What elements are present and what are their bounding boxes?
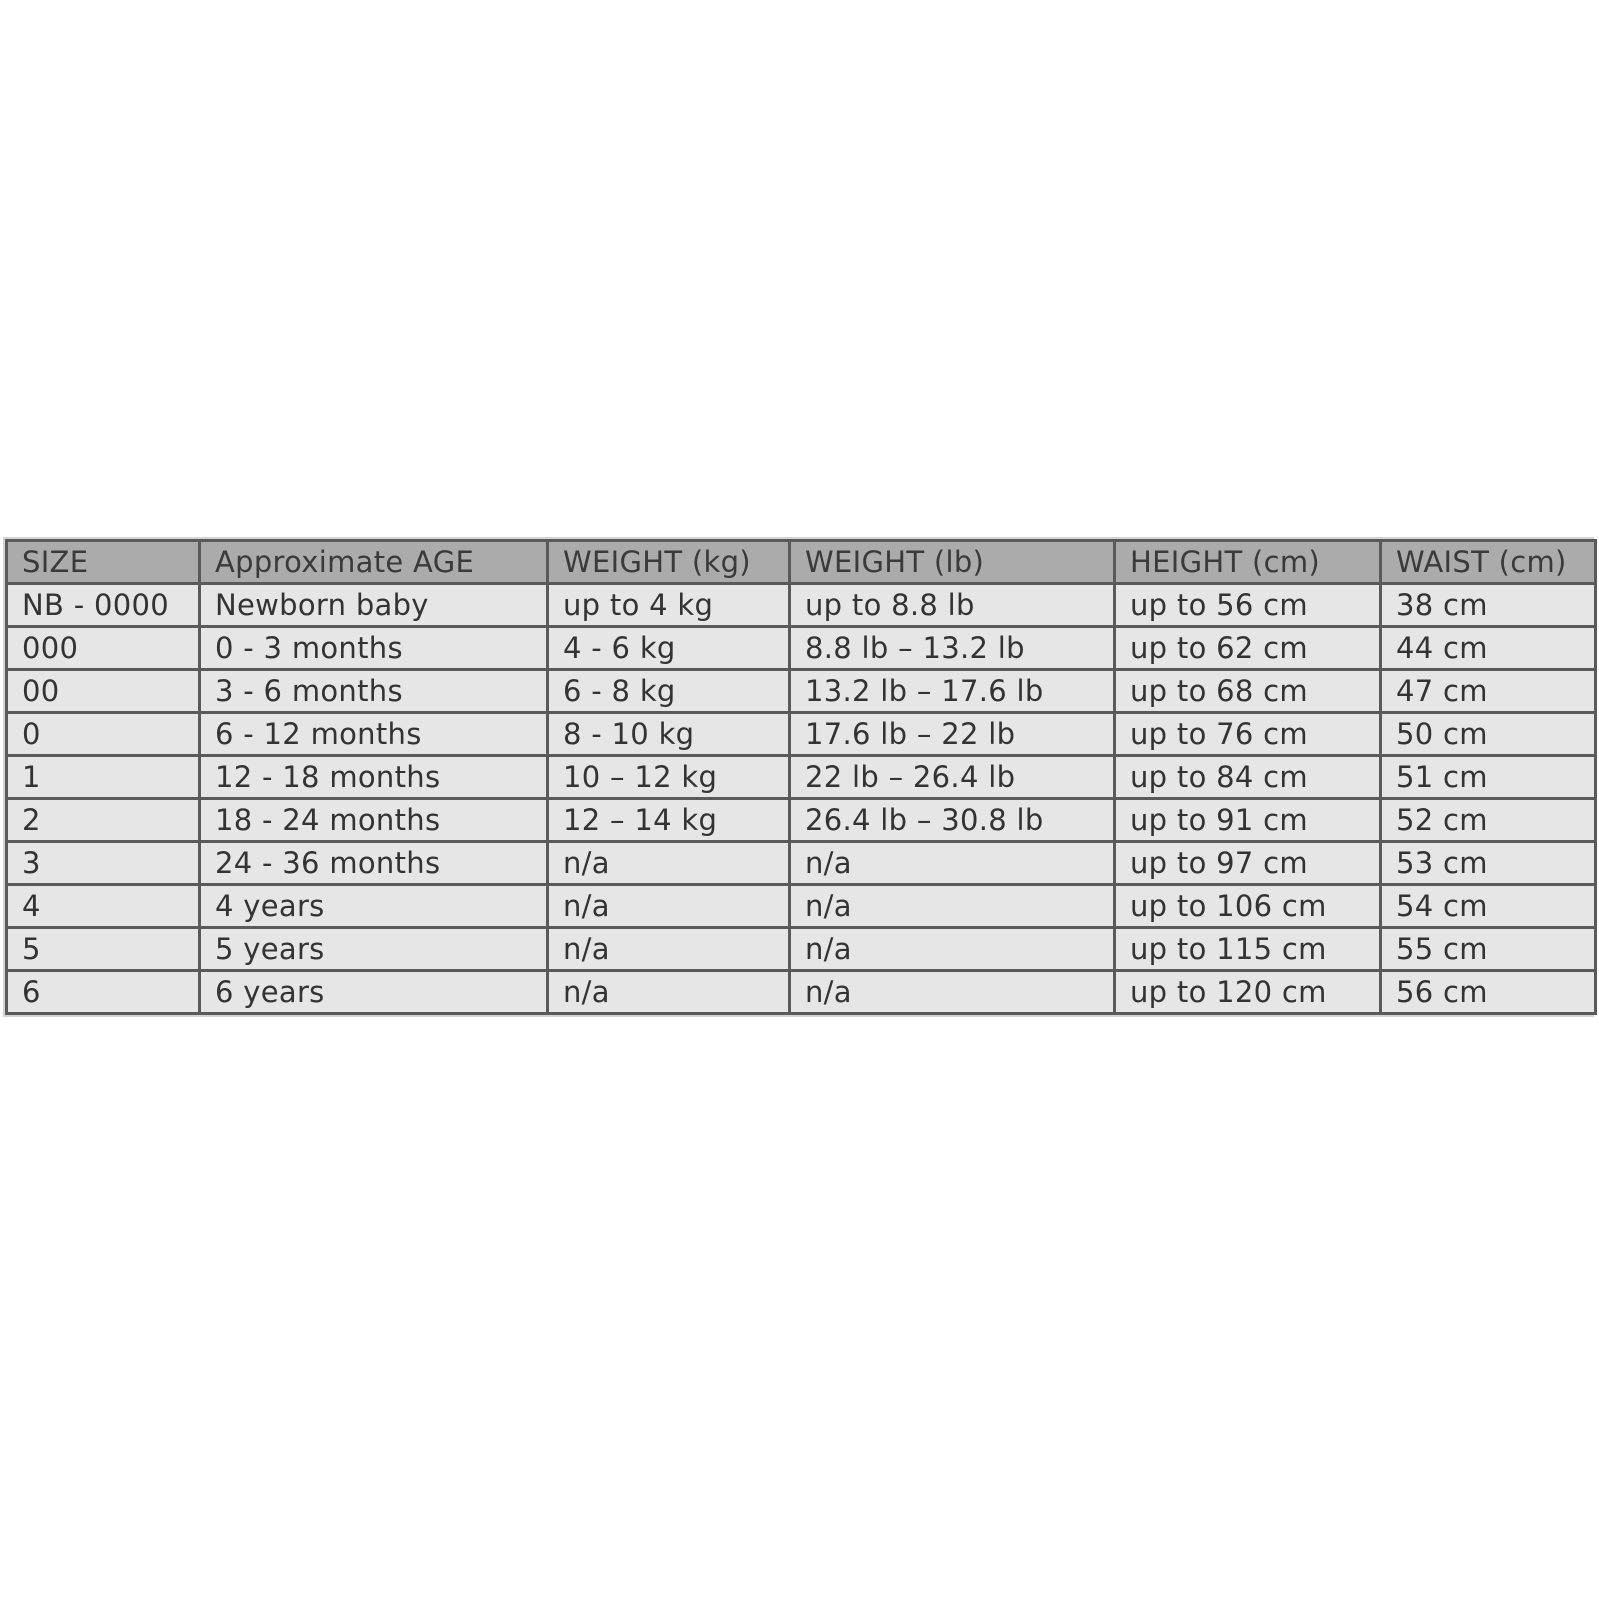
table-row: 2 18 - 24 months 12 – 14 kg 26.4 lb – 30.8 …	[5, 797, 1597, 843]
size-table: SIZE Approximate AGE WEIGHT (kg) WEIGHT (lb…	[5, 539, 1597, 1015]
table-cell: Newborn baby	[198, 582, 549, 628]
table-cell: 0	[5, 711, 201, 757]
table-cell: 6	[5, 969, 201, 1015]
table-cell: n/a	[546, 840, 791, 886]
table-row: NB - 0000 Newborn baby up to 4 kg up to 8.8…	[5, 582, 1597, 628]
table-cell: n/a	[788, 969, 1116, 1015]
table-cell: 0 - 3 months	[198, 625, 549, 671]
table-row: 1 12 - 18 months 10 – 12 kg 22 lb – 26.4 lb…	[5, 754, 1597, 800]
header-cell: WEIGHT (kg)	[546, 539, 791, 585]
table-cell: 3 - 6 months	[198, 668, 549, 714]
table-cell: 8.8 lb – 13.2 lb	[788, 625, 1116, 671]
table-cell: 6 years	[198, 969, 549, 1015]
size-chart: SIZE Approximate AGE WEIGHT (kg) WEIGHT (lb…	[3, 537, 1597, 1017]
table-cell: 50 cm	[1379, 711, 1597, 757]
table-cell: up to 76 cm	[1113, 711, 1382, 757]
table-cell: 38 cm	[1379, 582, 1597, 628]
table-cell: 5 years	[198, 926, 549, 972]
header-cell: SIZE	[5, 539, 201, 585]
table-cell: 18 - 24 months	[198, 797, 549, 843]
header-cell: HEIGHT (cm)	[1113, 539, 1382, 585]
table-cell: up to 97 cm	[1113, 840, 1382, 886]
table-cell: 4	[5, 883, 201, 929]
table-cell: 51 cm	[1379, 754, 1597, 800]
header-row: SIZE Approximate AGE WEIGHT (kg) WEIGHT (lb…	[5, 539, 1597, 585]
table-cell: up to 106 cm	[1113, 883, 1382, 929]
table-cell: 54 cm	[1379, 883, 1597, 929]
table-cell: NB - 0000	[5, 582, 201, 628]
table-row: 000 0 - 3 months 4 - 6 kg 8.8 lb – 13.2 lb u…	[5, 625, 1597, 671]
table-cell: 53 cm	[1379, 840, 1597, 886]
table-cell: n/a	[546, 969, 791, 1015]
table-cell: 2	[5, 797, 201, 843]
table-cell: 6 - 12 months	[198, 711, 549, 757]
table-cell: up to 91 cm	[1113, 797, 1382, 843]
table-cell: 44 cm	[1379, 625, 1597, 671]
table-cell: 6 - 8 kg	[546, 668, 791, 714]
table-cell: up to 84 cm	[1113, 754, 1382, 800]
table-cell: 52 cm	[1379, 797, 1597, 843]
table-cell: n/a	[788, 840, 1116, 886]
table-cell: 12 – 14 kg	[546, 797, 791, 843]
table-cell: n/a	[788, 926, 1116, 972]
table-cell: n/a	[788, 883, 1116, 929]
table-cell: up to 62 cm	[1113, 625, 1382, 671]
table-cell: 3	[5, 840, 201, 886]
header-cell: WEIGHT (lb)	[788, 539, 1116, 585]
table-cell: up to 115 cm	[1113, 926, 1382, 972]
table-cell: up to 120 cm	[1113, 969, 1382, 1015]
table-body: NB - 0000 Newborn baby up to 4 kg up to 8.8…	[5, 582, 1597, 1015]
table-cell: 22 lb – 26.4 lb	[788, 754, 1116, 800]
table-cell: n/a	[546, 883, 791, 929]
table-cell: 4 years	[198, 883, 549, 929]
table-cell: 5	[5, 926, 201, 972]
table-cell: 00	[5, 668, 201, 714]
table-cell: 47 cm	[1379, 668, 1597, 714]
table-cell: up to 8.8 lb	[788, 582, 1116, 628]
table-cell: 1	[5, 754, 201, 800]
table-cell: up to 68 cm	[1113, 668, 1382, 714]
table-cell: 13.2 lb – 17.6 lb	[788, 668, 1116, 714]
table-cell: 17.6 lb – 22 lb	[788, 711, 1116, 757]
header-cell: WAIST (cm)	[1379, 539, 1597, 585]
table-cell: 4 - 6 kg	[546, 625, 791, 671]
table-cell: up to 56 cm	[1113, 582, 1382, 628]
table-cell: n/a	[546, 926, 791, 972]
table-cell: 8 - 10 kg	[546, 711, 791, 757]
table-cell: 56 cm	[1379, 969, 1597, 1015]
table-cell: 12 - 18 months	[198, 754, 549, 800]
table-cell: 10 – 12 kg	[546, 754, 791, 800]
header-cell: Approximate AGE	[198, 539, 549, 585]
table-cell: 000	[5, 625, 201, 671]
table-cell: 26.4 lb – 30.8 lb	[788, 797, 1116, 843]
table-cell: up to 4 kg	[546, 582, 791, 628]
table-cell: 55 cm	[1379, 926, 1597, 972]
table-row: 00 3 - 6 months 6 - 8 kg 13.2 lb – 17.6 lb u…	[5, 668, 1597, 714]
table-cell: 24 - 36 months	[198, 840, 549, 886]
table-row: 3 24 - 36 months n/a n/a up to 97 cm 53 cm	[5, 840, 1597, 886]
